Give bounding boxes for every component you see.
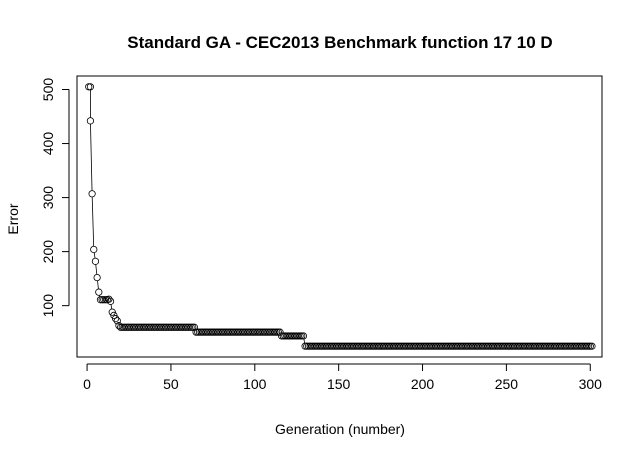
data-point [106,297,115,305]
data-point [584,342,593,350]
series-segment [93,252,96,259]
data-point [95,288,103,296]
data-point [88,190,96,198]
data-point [298,332,306,340]
data-point [294,332,303,340]
x-tick-label: 250 [495,376,519,392]
series-segment [91,196,95,247]
y-tick-label: 300 [40,186,56,210]
y-tick-label: 200 [40,240,56,264]
data-point [185,323,193,331]
data-point [296,332,304,340]
y-axis-label: Error [5,203,21,234]
series-segment [97,280,99,290]
series-segment [90,124,93,191]
data-point [111,315,120,323]
data-point [113,317,121,325]
data-point [588,342,596,350]
x-tick-label: 0 [83,376,91,392]
x-tick-label: 300 [579,376,603,392]
data-point [86,83,95,91]
series-segment [303,339,305,344]
data-point [583,342,591,350]
data-point [115,322,123,330]
x-tick-label: 200 [411,376,435,392]
data-point [187,323,195,331]
data-point [105,295,113,303]
data-point [271,328,279,336]
data-point [90,245,98,254]
data-point [101,296,110,304]
data-point [85,83,93,91]
data-point [100,296,108,304]
x-tick-label: 150 [327,376,351,392]
x-tick-label: 50 [163,376,179,392]
series-segment [110,304,113,310]
series-layer [85,83,596,350]
data-point [86,117,95,125]
data-point [91,257,100,265]
data-point [190,323,199,331]
chart-title: Standard GA - CEC2013 Benchmark function… [127,33,552,52]
x-axis: 0 50 100 150 200 250 300 [83,363,603,392]
y-tick-label: 100 [40,294,56,318]
data-point [93,273,101,282]
x-axis-label: Generation (number) [275,421,405,437]
x-tick-label: 100 [243,376,267,392]
data-point [299,332,308,340]
y-axis: 100 200 300 400 500 [40,78,70,318]
data-point [273,328,281,336]
data-point [586,342,594,350]
y-tick-label: 500 [40,78,56,102]
y-tick-label: 400 [40,132,56,156]
data-point [189,323,197,331]
series-segment [95,264,98,275]
plot-frame [76,75,603,358]
